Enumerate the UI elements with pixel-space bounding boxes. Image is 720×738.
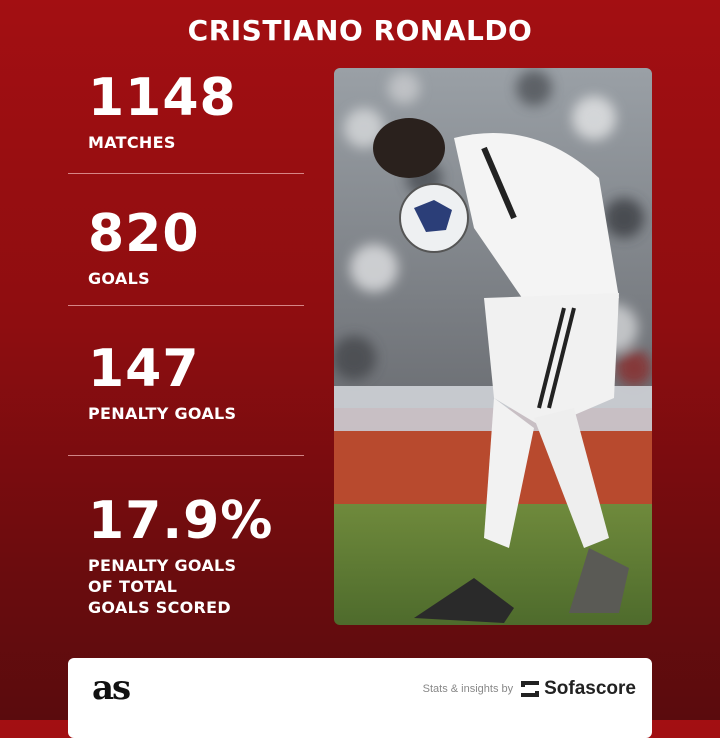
player-photo bbox=[334, 68, 652, 625]
sofascore-logo: Sofascore bbox=[521, 678, 636, 700]
stat-value: 1148 bbox=[88, 68, 237, 128]
sofascore-icon bbox=[521, 681, 540, 697]
stat-label-line: PENALTY GOALS bbox=[88, 556, 237, 575]
stat-penalty-percentage: 17.9% PENALTY GOALS OF TOTAL GOALS SCORE… bbox=[88, 495, 273, 618]
stat-label: PENALTY GOALS bbox=[88, 404, 237, 423]
page-title: CRISTIANO RONALDO bbox=[187, 14, 533, 47]
stat-label-line: OF TOTAL bbox=[88, 577, 178, 596]
divider bbox=[68, 455, 304, 456]
credit-text: Stats & insights by bbox=[422, 683, 514, 695]
partner-name: Sofascore bbox=[544, 678, 636, 699]
divider bbox=[68, 305, 304, 306]
credit: Stats & insights by Sofascore bbox=[423, 678, 636, 700]
stat-value: 17.9% bbox=[88, 491, 274, 551]
stat-label: GOALS bbox=[88, 269, 150, 288]
stat-penalty-goals: 147 PENALTY GOALS bbox=[88, 343, 236, 424]
stat-label: MATCHES bbox=[88, 133, 176, 152]
stat-matches: 1148 MATCHES bbox=[88, 72, 237, 153]
stat-goals: 820 GOALS bbox=[88, 208, 200, 289]
divider bbox=[68, 173, 304, 174]
stat-value: 147 bbox=[88, 339, 200, 399]
stat-label-line: GOALS SCORED bbox=[88, 598, 231, 617]
as-logo: as bbox=[92, 668, 131, 708]
player-kissing-ball-image bbox=[334, 68, 652, 625]
stat-label: PENALTY GOALS OF TOTAL GOALS SCORED bbox=[88, 555, 273, 618]
footer-bar: as Stats & insights by Sofascore bbox=[68, 658, 652, 738]
stat-value: 820 bbox=[88, 204, 200, 264]
